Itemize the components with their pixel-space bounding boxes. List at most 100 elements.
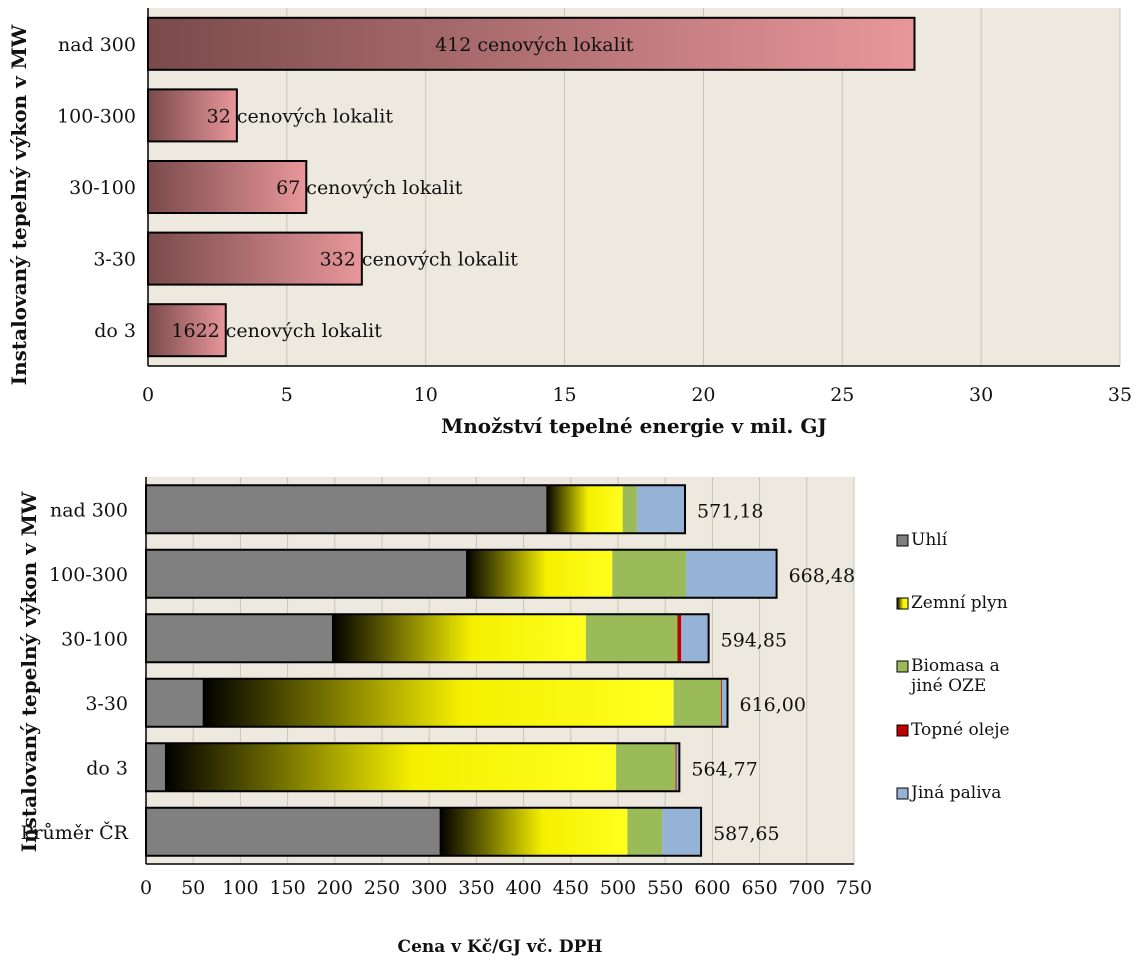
top-bar xyxy=(147,160,308,214)
bottom-x-tick-label: 450 xyxy=(553,877,589,899)
bottom-category-label: 3-30 xyxy=(85,693,128,715)
legend-swatch xyxy=(896,660,909,673)
bottom-bar-segment xyxy=(720,678,722,727)
bottom-x-tick-label: 50 xyxy=(181,877,205,899)
bottom-bar-segment xyxy=(662,807,702,856)
bottom-bar-outline xyxy=(145,742,681,793)
top-x-tick-label: 30 xyxy=(969,384,993,406)
legend-swatch xyxy=(896,597,909,610)
top-bar-data-label: 67 cenových lokalit xyxy=(276,177,463,199)
top-category-label: do 3 xyxy=(94,320,136,342)
bottom-bar-segment xyxy=(612,549,686,598)
bottom-total-label: 571,18 xyxy=(697,500,763,522)
bottom-bar-segment xyxy=(673,678,721,727)
bottom-x-tick-label: 150 xyxy=(269,877,305,899)
top-x-tick-label: 15 xyxy=(552,384,576,406)
top-bar-count-text: cenových lokalit xyxy=(306,177,462,199)
bottom-x-tick-label: 750 xyxy=(836,877,872,899)
bottom-bar-outline xyxy=(145,548,778,599)
top-bar xyxy=(147,88,238,143)
bottom-bar-segment xyxy=(681,614,709,663)
bottom-bar-outline xyxy=(145,484,687,535)
bottom-bar-segment xyxy=(675,743,677,792)
top-bar-count-text: cenových lokalit xyxy=(362,249,518,271)
legend-swatch xyxy=(896,724,909,737)
top-bar-data-label: 412 cenových lokalit xyxy=(435,34,634,56)
top-bar xyxy=(147,231,363,286)
top-bar xyxy=(147,16,916,71)
top-bar-count: 67 xyxy=(276,177,300,199)
bottom-bar-segment xyxy=(146,549,467,598)
bottom-bar-segment xyxy=(146,807,440,856)
bottom-x-tick-label: 200 xyxy=(317,877,353,899)
bottom-bar-segment xyxy=(331,614,586,663)
legend-label: Zemní plyn xyxy=(911,593,1008,613)
top-x-tick-label: 25 xyxy=(830,384,854,406)
bottom-y-axis-title: Instalovaný tepelný výkon v MW xyxy=(17,491,41,852)
bottom-bar-outline xyxy=(145,613,710,664)
legend-label: Uhlí xyxy=(911,530,948,550)
legend-label: Jiná paliva xyxy=(909,783,1001,803)
top-category-label: 100-300 xyxy=(57,105,136,127)
top-bar-data-label: 32 cenových lokalit xyxy=(207,105,394,127)
top-bar-count: 332 xyxy=(320,249,356,271)
bottom-x-tick-label: 250 xyxy=(364,877,400,899)
bottom-x-tick-label: 550 xyxy=(647,877,683,899)
top-x-tick-label: 5 xyxy=(281,384,293,406)
top-category-label: 30-100 xyxy=(69,177,136,199)
bottom-category-label: 30-100 xyxy=(61,628,128,650)
top-category-label: nad 300 xyxy=(58,34,136,56)
bottom-x-tick-label: 350 xyxy=(458,877,494,899)
legend-swatch xyxy=(896,787,909,800)
bottom-x-tick-label: 300 xyxy=(411,877,447,899)
bottom-bar-segment xyxy=(146,678,203,727)
bottom-bar-segment xyxy=(466,549,613,598)
bottom-bar-segment xyxy=(622,485,637,534)
bottom-x-axis-title: Cena v Kč/GJ vč. DPH xyxy=(398,937,603,957)
top-x-axis-title: Množství tepelné energie v mil. GJ xyxy=(441,414,827,438)
top-y-axis-title: Instalovaný tepelný výkon v MW xyxy=(7,24,31,385)
top-x-tick-label: 0 xyxy=(142,384,154,406)
top-bar xyxy=(147,303,227,358)
bottom-total-label: 668,48 xyxy=(789,565,855,587)
legend-label-line2: jiné OZE xyxy=(909,676,986,696)
top-bar-count: 1622 xyxy=(171,320,219,342)
bottom-x-tick-label: 500 xyxy=(600,877,636,899)
bottom-total-label: 564,77 xyxy=(691,758,757,780)
top-bar-count-text: cenových lokalit xyxy=(226,320,382,342)
bottom-total-label: 587,65 xyxy=(713,823,779,845)
bottom-category-label: 100-300 xyxy=(49,564,128,586)
top-bar-count: 412 xyxy=(435,34,471,56)
bottom-bar-segment xyxy=(721,678,728,727)
bottom-bar-segment xyxy=(636,485,686,534)
legend-swatch xyxy=(896,534,909,547)
bottom-bar-outline xyxy=(145,677,729,728)
bottom-category-label: Průměr ČR xyxy=(21,821,129,844)
bottom-bar-segment xyxy=(146,485,547,534)
bottom-bar-segment xyxy=(685,549,777,598)
bottom-x-tick-label: 100 xyxy=(222,877,258,899)
bottom-total-label: 616,00 xyxy=(740,694,806,716)
bottom-bar-segment xyxy=(585,614,678,663)
bottom-bar-segment xyxy=(146,743,165,792)
bottom-bar-segment xyxy=(627,807,663,856)
bottom-total-label: 594,85 xyxy=(721,629,787,651)
bottom-bar-segment xyxy=(546,485,623,534)
bottom-category-label: do 3 xyxy=(86,757,128,779)
top-x-tick-label: 20 xyxy=(691,384,715,406)
bottom-bar-segment xyxy=(616,743,676,792)
bottom-x-tick-label: 400 xyxy=(505,877,541,899)
bottom-bar-segment xyxy=(676,743,680,792)
bottom-x-tick-label: 700 xyxy=(789,877,825,899)
bottom-category-label: nad 300 xyxy=(50,499,128,521)
bottom-bar-segment xyxy=(164,743,617,792)
bottom-bar-segment xyxy=(202,678,674,727)
bottom-bar-outline xyxy=(145,806,703,857)
top-bar-count-text: cenových lokalit xyxy=(237,105,393,127)
top-category-label: 3-30 xyxy=(93,249,136,271)
top-bar-count-text: cenových lokalit xyxy=(477,34,633,56)
bottom-bar-segment xyxy=(439,807,628,856)
bottom-x-tick-label: 600 xyxy=(694,877,730,899)
bottom-x-tick-label: 650 xyxy=(741,877,777,899)
